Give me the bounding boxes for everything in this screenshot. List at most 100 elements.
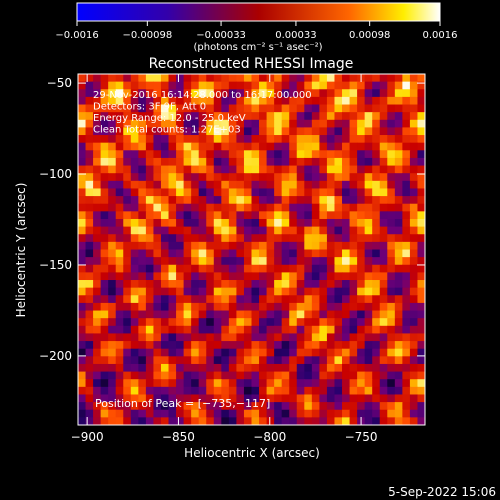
heatmap-cell [289, 264, 298, 273]
heatmap-cell [296, 74, 305, 83]
heatmap-cell [168, 74, 177, 83]
heatmap-cell [349, 226, 358, 235]
heatmap-cell [251, 112, 260, 121]
heatmap-cell [198, 142, 207, 151]
heatmap-cell [357, 402, 366, 411]
heatmap-cell [228, 295, 238, 304]
heatmap-cell [311, 333, 320, 342]
heatmap-cell [213, 196, 222, 205]
heatmap-cell [236, 74, 245, 83]
heatmap-cell [168, 302, 177, 312]
heatmap-cell [289, 89, 298, 98]
heatmap-cell [206, 241, 215, 251]
heatmap-cell [364, 81, 373, 90]
heatmap-cell [100, 173, 109, 182]
heatmap-cell [221, 379, 230, 388]
heatmap-cell [206, 196, 215, 205]
heatmap-cell [409, 157, 419, 167]
heatmap-cell [417, 318, 425, 327]
heatmap-cell [259, 203, 268, 212]
heatmap-cell [266, 272, 275, 281]
heatmap-cell [183, 203, 192, 212]
heatmap-cell [364, 188, 373, 197]
heatmap-cell [153, 196, 162, 205]
heatmap-cell [387, 325, 396, 335]
heatmap-cell [100, 318, 109, 327]
heatmap-cell [243, 112, 253, 121]
heatmap-cell [191, 257, 200, 266]
heatmap-cell [409, 318, 419, 327]
heatmap-cell [221, 249, 230, 258]
heatmap-cell [153, 295, 162, 304]
heatmap-cell [402, 249, 411, 258]
heatmap-cell [379, 234, 388, 243]
heatmap-cell [115, 188, 124, 197]
heatmap-cell [153, 287, 162, 296]
heatmap-cell [387, 333, 396, 342]
plot-frame [77, 73, 426, 426]
heatmap-cell [213, 341, 222, 350]
heatmap-cell [236, 142, 245, 151]
heatmap-cell [236, 127, 245, 136]
heatmap-cell [228, 150, 238, 159]
heatmap-cell [168, 371, 177, 380]
heatmap-cell [417, 394, 425, 403]
heatmap-cell [108, 203, 117, 212]
heatmap-cell [78, 394, 87, 403]
heatmap-cell [93, 386, 102, 396]
heatmap-cell [387, 74, 396, 83]
heatmap-cell [409, 203, 419, 212]
heatmap-cell [387, 402, 396, 411]
heatmap-cell [115, 264, 124, 273]
heatmap-cell [417, 135, 425, 144]
heatmap-cell [168, 157, 177, 167]
heatmap-cell [319, 165, 328, 174]
heatmap-cell [85, 356, 94, 365]
heatmap-cell [221, 310, 230, 319]
heatmap-cell [319, 203, 328, 212]
heatmap-cell [213, 272, 222, 281]
heatmap-cell [228, 287, 238, 296]
heatmap-cell [191, 409, 200, 418]
heatmap-cell [108, 379, 117, 388]
heatmap-cell [319, 363, 328, 373]
heatmap-cell [266, 226, 275, 235]
heatmap-cell [123, 356, 132, 365]
heatmap-cell [123, 272, 132, 281]
heatmap-cell [115, 318, 124, 327]
heatmap-cell [289, 325, 298, 335]
heatmap-cell [394, 341, 403, 350]
heatmap-cell [138, 180, 147, 190]
heatmap-cell [93, 203, 102, 212]
heatmap-cell [394, 104, 403, 113]
heatmap-cell [108, 287, 117, 296]
heatmap-cell [296, 371, 305, 380]
heatmap-cell [93, 234, 102, 243]
heatmap-cell [168, 104, 177, 113]
heatmap-cell [176, 264, 185, 273]
heatmap-cell [176, 127, 185, 136]
heatmap-cell [296, 241, 305, 251]
heatmap-cell [372, 127, 381, 136]
heatmap-cell [274, 241, 283, 251]
heatmap-cell [342, 96, 351, 106]
heatmap-cell [417, 188, 425, 197]
heatmap-cell [206, 81, 215, 90]
heatmap-cell [326, 89, 336, 98]
heatmap-cell [221, 112, 230, 121]
heatmap-cell [319, 257, 328, 266]
heatmap-cell [108, 348, 117, 357]
heatmap-cell [417, 180, 425, 190]
heatmap-cell [311, 226, 320, 235]
heatmap-cell [266, 363, 275, 373]
heatmap-cell [289, 74, 298, 83]
heatmap-cell [326, 226, 336, 235]
heatmap-cell [221, 356, 230, 365]
heatmap-cell [342, 325, 351, 335]
heatmap-cell [191, 402, 200, 411]
heatmap-cell [138, 203, 147, 212]
heatmap-cell [138, 127, 147, 136]
heatmap-cell [372, 234, 381, 243]
heatmap-cell [236, 348, 245, 357]
heatmap-cell [342, 157, 351, 167]
